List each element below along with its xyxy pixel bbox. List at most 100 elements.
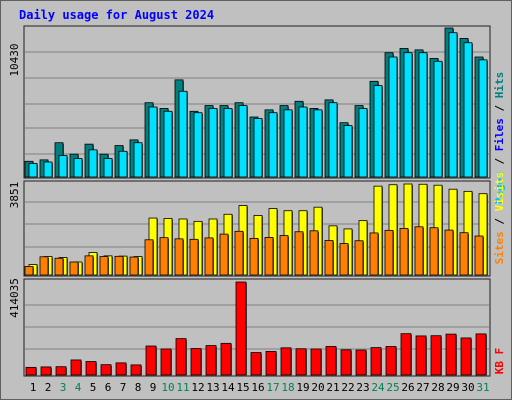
legend-hits: Hits [493,72,506,99]
files-bar [73,158,83,178]
files-bar [328,102,338,178]
sites-bar [414,226,424,276]
files-bar [418,52,428,178]
day-label: 5 [90,381,97,394]
sites-bar [309,230,319,276]
sites-bar [54,257,64,276]
day-label: 21 [326,381,339,394]
kbytes-bar [100,364,112,376]
sites-bar [39,256,49,276]
day-label: 15 [236,381,249,394]
files-bar [448,32,458,178]
kbytes-bar [205,345,217,376]
kbytes-bar [175,338,187,376]
chart-title: Daily usage for August 2024 [19,8,215,22]
kbytes-bar [295,348,307,376]
day-label: 31 [476,381,489,394]
sites-bar [69,261,79,276]
kbytes-bar [115,362,127,376]
kbytes-bar [445,333,457,376]
sites-bar [234,230,244,276]
sites-bar [99,256,109,276]
day-label: 18 [281,381,294,394]
sites-bar [174,238,184,276]
sites-bar [429,227,439,276]
kbytes-bar [235,281,247,376]
kbytes-bar [130,364,142,376]
files-bar [148,106,158,178]
legend-sites: Sites [493,231,506,264]
day-label: 4 [75,381,82,394]
files-bar [88,149,98,178]
day-label: 10 [161,381,174,394]
day-label: 7 [120,381,127,394]
day-label: 1 [30,381,37,394]
sites-bar [219,233,229,276]
sites-bar [144,239,154,276]
kbytes-bar [415,335,427,376]
files-bar [208,108,218,178]
sites-bar [189,238,199,276]
sites-bar [354,240,364,276]
files-bar [103,158,113,178]
kbytes-bar [430,335,442,376]
sites-bar [294,231,304,276]
day-label: 29 [446,381,459,394]
files-bar [43,161,53,178]
sites-bar [324,240,334,276]
day-label: 6 [105,381,112,394]
files-bar [163,110,173,178]
files-bar [283,109,293,178]
files-bar [358,108,368,178]
legend-pages: Pages [493,171,506,204]
files-bar [433,60,443,178]
sites-bar [249,237,259,276]
files-bar [343,125,353,178]
kbytes-bar [340,349,352,376]
sites-bar [114,255,124,276]
kbytes-bar [385,346,397,376]
day-label: 22 [341,381,354,394]
sites-bar [204,237,214,276]
sites-bar [339,243,349,276]
day-label: 2 [45,381,52,394]
legend-files: Files [493,118,506,151]
kbytes-bar [40,366,52,376]
day-label: 26 [401,381,414,394]
day-label: 23 [356,381,369,394]
kbytes-bar [145,345,157,376]
day-label: 12 [191,381,204,394]
kbytes-max-label: 414035 [8,278,21,318]
kbytes-bar [460,337,472,376]
files-bar [268,112,278,178]
sites-bar [24,266,34,276]
day-label: 17 [266,381,279,394]
sites-bar [474,235,484,276]
day-label: 3 [60,381,67,394]
files-bar [118,150,128,178]
sites-bar [459,232,469,276]
day-label: 24 [371,381,385,394]
sites-bar [369,232,379,276]
day-label: 28 [431,381,444,394]
sites-bar [159,237,169,276]
kbytes-bar [160,348,172,376]
kbytes-bar [25,366,37,376]
kbytes-bar [310,348,322,376]
sites-bar [129,256,139,276]
files-bar [313,109,323,178]
sites-bar [84,255,94,276]
sites-bar [279,235,289,276]
files-bar [463,42,473,178]
files-bar [133,142,143,178]
kbytes-bar [400,333,412,376]
sites-bar [384,229,394,276]
day-label: 8 [135,381,142,394]
files-bar [58,155,68,178]
hits-max-label: 10430 [8,43,21,76]
day-label: 13 [206,381,219,394]
files-bar [298,106,308,178]
kbytes-bar [265,351,277,376]
day-label: 20 [311,381,324,394]
